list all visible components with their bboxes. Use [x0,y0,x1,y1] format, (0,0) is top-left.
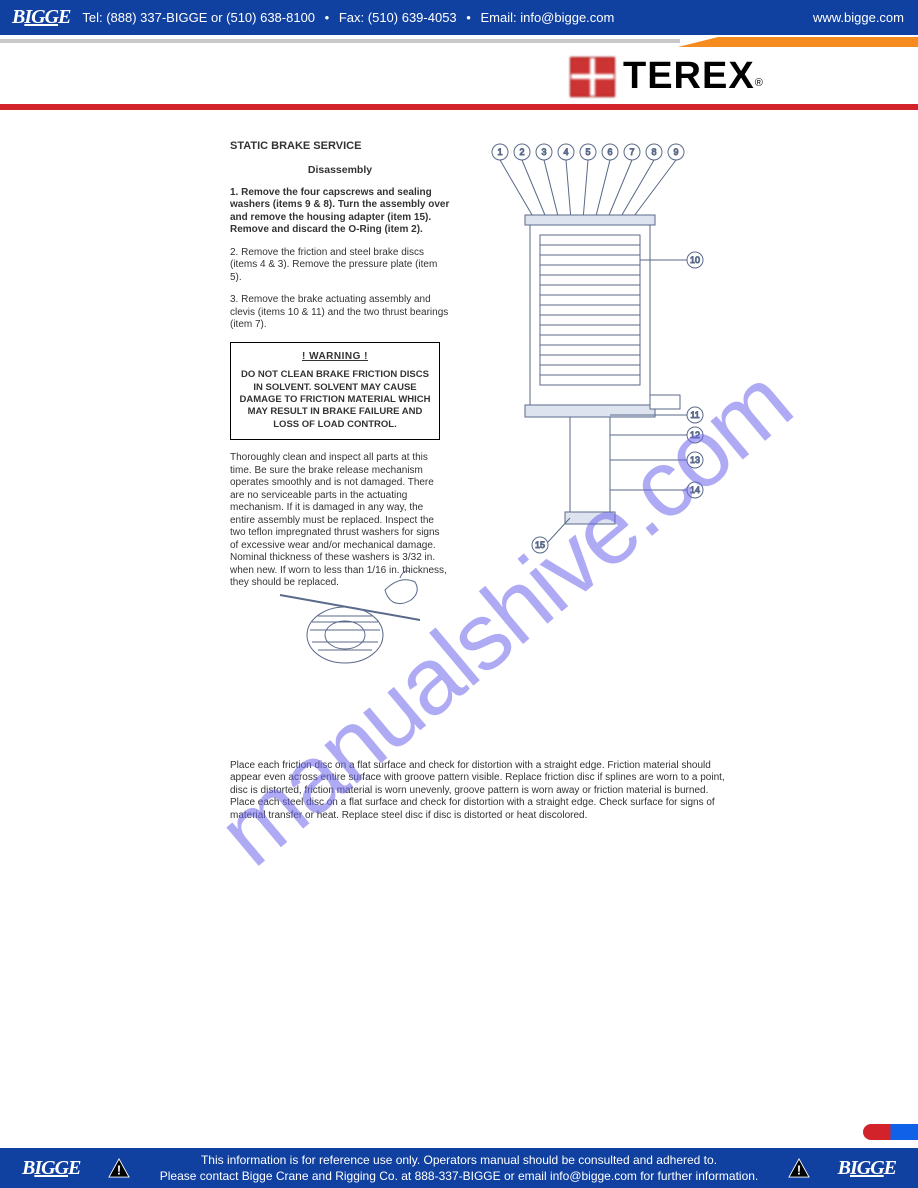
separator-dot: • [460,10,477,25]
svg-text:10: 10 [690,255,700,265]
footer-line-1: This information is for reference use on… [160,1152,759,1168]
warning-heading: ! WARNING ! [237,351,433,364]
bigge-logo-footer-left: BIGGE [10,1157,92,1180]
svg-text:8: 8 [651,147,656,157]
warning-box: ! WARNING ! DO NOT CLEAN BRAKE FRICTION … [230,342,440,440]
svg-text:5: 5 [585,147,590,157]
decorative-rule [0,37,918,47]
separator-dot: • [319,10,336,25]
terex-icon [570,57,615,97]
terex-text: TEREX [623,55,755,98]
svg-text:6: 6 [607,147,612,157]
svg-text:7: 7 [629,147,634,157]
svg-text:12: 12 [690,430,700,440]
step-1: 1. Remove the four capscrews and sealing… [230,187,450,237]
warning-triangle-icon: ! [788,1158,810,1178]
disc-check-paragraph: Place each friction disc on a flat surfa… [230,760,730,823]
footer-line-2: Please contact Bigge Crane and Rigging C… [160,1168,759,1184]
email-value: info@bigge.com [520,10,614,25]
footer-banner: BIGGE ! This information is for referenc… [0,1148,918,1188]
top-banner: BIGGE Tel: (888) 337-BIGGE or (510) 638-… [0,0,918,35]
section-subtitle: Disassembly [230,164,450,177]
svg-text:2: 2 [519,147,524,157]
contact-line: Tel: (888) 337-BIGGE or (510) 638-8100 •… [82,10,614,25]
bigge-logo-top: BIGGE [0,6,82,29]
svg-text:4: 4 [563,147,568,157]
tel-value: (888) 337-BIGGE or (510) 638-8100 [106,10,315,25]
svg-text:11: 11 [690,410,699,420]
footer-text: This information is for reference use on… [160,1152,759,1184]
warning-triangle-icon: ! [108,1158,130,1178]
step-2: 2. Remove the friction and steel brake d… [230,247,450,285]
warning-body: DO NOT CLEAN BRAKE FRICTION DISCS IN SOL… [237,369,433,431]
bigge-logo-footer-right: BIGGE [826,1157,908,1180]
tel-label: Tel: [82,10,106,25]
registered-mark: ® [755,77,763,89]
step-3: 3. Remove the brake actuating assembly a… [230,294,450,332]
fax-label: Fax: [339,10,368,25]
svg-text:9: 9 [673,147,678,157]
fax-value: (510) 639-4053 [368,10,457,25]
callout-15: 15 [535,540,545,550]
edge-pill-icon [863,1124,918,1140]
svg-text:!: ! [797,1162,801,1177]
brake-assembly-diagram: 123456789 1011121314 15 [470,140,720,560]
terex-logo: TEREX® [570,55,763,98]
disc-check-diagram [270,560,440,680]
red-divider [0,104,918,110]
svg-text:1: 1 [497,147,502,157]
svg-text:3: 3 [541,147,546,157]
svg-text:14: 14 [690,485,700,495]
svg-text:13: 13 [690,455,700,465]
header-url[interactable]: www.bigge.com [813,0,904,35]
svg-text:!: ! [117,1162,121,1177]
email-label: Email: [480,10,520,25]
